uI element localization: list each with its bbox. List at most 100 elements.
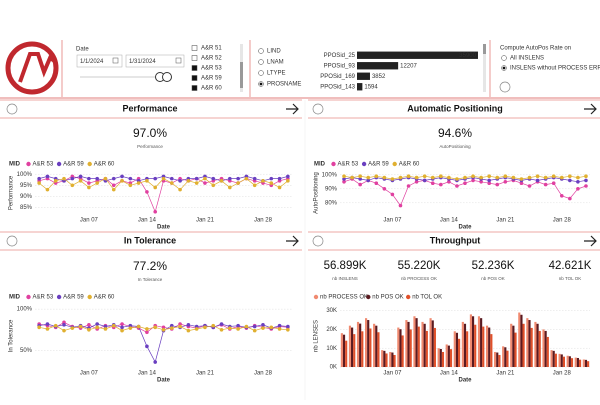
data-point[interactable] bbox=[228, 326, 232, 330]
data-point[interactable] bbox=[37, 181, 41, 185]
data-point[interactable] bbox=[153, 176, 158, 181]
bar[interactable] bbox=[445, 344, 448, 367]
data-point[interactable] bbox=[111, 183, 116, 188]
bar[interactable] bbox=[496, 352, 499, 367]
data-point[interactable] bbox=[568, 174, 572, 178]
data-point[interactable] bbox=[527, 184, 532, 188]
bar[interactable] bbox=[342, 334, 346, 367]
data-point[interactable] bbox=[519, 177, 524, 181]
data-point[interactable] bbox=[178, 187, 182, 192]
data-point[interactable] bbox=[543, 182, 548, 187]
bar[interactable] bbox=[407, 321, 410, 367]
data-point[interactable] bbox=[559, 175, 564, 180]
data-point[interactable] bbox=[153, 360, 158, 364]
legend-marker[interactable] bbox=[26, 161, 31, 167]
data-point[interactable] bbox=[45, 322, 50, 326]
data-point[interactable] bbox=[374, 174, 379, 178]
legend-marker[interactable] bbox=[361, 161, 367, 167]
legend-label[interactable]: nb POS OK bbox=[372, 295, 403, 301]
data-point[interactable] bbox=[519, 181, 524, 185]
data-point[interactable] bbox=[87, 323, 91, 327]
data-point[interactable] bbox=[503, 174, 508, 178]
radio[interactable] bbox=[258, 48, 264, 54]
checkbox[interactable] bbox=[191, 75, 198, 81]
legend-marker[interactable] bbox=[87, 294, 92, 300]
data-point[interactable] bbox=[219, 322, 224, 326]
data-point[interactable] bbox=[203, 325, 207, 330]
navigate-arrows[interactable] bbox=[286, 103, 597, 247]
data-point[interactable] bbox=[111, 176, 116, 181]
data-point[interactable] bbox=[194, 176, 199, 181]
bar[interactable] bbox=[466, 331, 469, 367]
bar[interactable] bbox=[357, 72, 370, 80]
bar[interactable] bbox=[357, 51, 478, 59]
data-point[interactable] bbox=[62, 320, 66, 325]
bar[interactable] bbox=[584, 359, 588, 367]
bar[interactable] bbox=[351, 327, 354, 367]
checkbox[interactable] bbox=[191, 55, 198, 61]
data-point[interactable] bbox=[203, 176, 207, 181]
data-point[interactable] bbox=[374, 181, 379, 185]
data-point[interactable] bbox=[286, 174, 290, 179]
radio[interactable] bbox=[258, 70, 264, 76]
bar[interactable] bbox=[397, 327, 400, 367]
data-point[interactable] bbox=[103, 327, 108, 331]
bar[interactable] bbox=[510, 323, 513, 367]
data-point[interactable] bbox=[87, 185, 91, 190]
legend-marker[interactable] bbox=[392, 161, 397, 167]
data-point[interactable] bbox=[120, 325, 124, 330]
bar[interactable] bbox=[413, 316, 416, 367]
data-point[interactable] bbox=[414, 175, 419, 180]
data-point[interactable] bbox=[161, 328, 166, 332]
data-point[interactable] bbox=[277, 323, 282, 328]
legend-label[interactable]: A&R 60 bbox=[399, 162, 420, 168]
data-point[interactable] bbox=[111, 323, 116, 328]
legend-marker[interactable] bbox=[56, 294, 62, 300]
bar[interactable] bbox=[423, 323, 426, 367]
legend-label[interactable]: A&R 53 bbox=[33, 295, 54, 301]
data-point[interactable] bbox=[463, 181, 467, 185]
data-point[interactable] bbox=[576, 175, 580, 180]
data-point[interactable] bbox=[219, 328, 224, 332]
data-point[interactable] bbox=[87, 176, 91, 181]
bar[interactable] bbox=[463, 323, 467, 367]
data-point[interactable] bbox=[37, 325, 41, 330]
data-point[interactable] bbox=[487, 178, 491, 183]
data-point[interactable] bbox=[211, 176, 216, 181]
legend-label[interactable]: A&R 59 bbox=[63, 295, 84, 301]
data-point[interactable] bbox=[261, 179, 265, 183]
bar[interactable] bbox=[415, 318, 418, 367]
data-point[interactable] bbox=[455, 177, 459, 181]
data-point[interactable] bbox=[286, 179, 290, 183]
data-point[interactable] bbox=[70, 176, 75, 181]
data-point[interactable] bbox=[576, 180, 580, 184]
legend-label[interactable]: A&R 60 bbox=[94, 162, 115, 168]
data-point[interactable] bbox=[261, 323, 265, 327]
data-point[interactable] bbox=[382, 187, 387, 191]
radio[interactable] bbox=[258, 59, 264, 65]
bar[interactable] bbox=[417, 326, 420, 367]
bar[interactable] bbox=[576, 357, 579, 367]
bar[interactable] bbox=[554, 353, 557, 367]
checkbox[interactable] bbox=[191, 85, 198, 91]
data-point[interactable] bbox=[439, 174, 443, 178]
bar[interactable] bbox=[568, 356, 571, 367]
data-point[interactable] bbox=[366, 175, 371, 180]
data-point[interactable] bbox=[422, 174, 427, 178]
bar[interactable] bbox=[560, 354, 563, 367]
data-point[interactable] bbox=[228, 185, 232, 190]
bar[interactable] bbox=[562, 356, 565, 367]
bar[interactable] bbox=[474, 324, 477, 367]
data-point[interactable] bbox=[455, 184, 459, 188]
bar[interactable] bbox=[401, 335, 404, 367]
bar[interactable] bbox=[574, 357, 577, 367]
bar[interactable] bbox=[566, 355, 569, 367]
data-point[interactable] bbox=[153, 325, 158, 330]
data-point[interactable] bbox=[203, 181, 207, 185]
bar[interactable] bbox=[518, 312, 521, 367]
bar[interactable] bbox=[353, 334, 356, 367]
data-point[interactable] bbox=[120, 322, 124, 326]
data-point[interactable] bbox=[53, 179, 58, 183]
date-start-input[interactable] bbox=[76, 54, 123, 68]
bar[interactable] bbox=[361, 331, 364, 367]
